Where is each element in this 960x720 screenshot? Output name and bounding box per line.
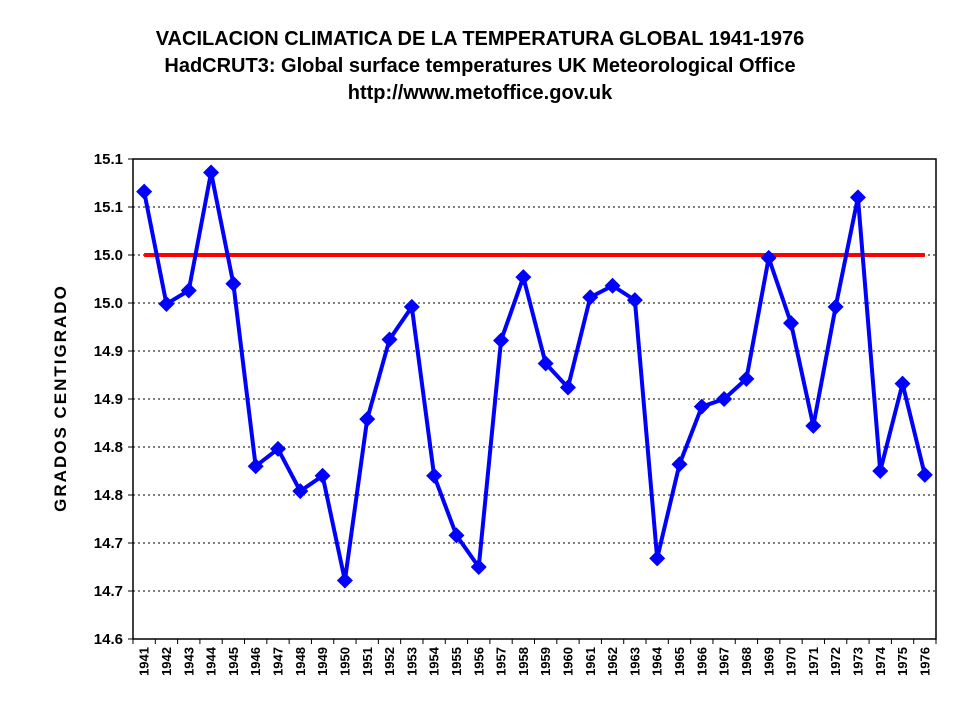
series-group bbox=[136, 164, 933, 589]
y-tick-label: 14.6 bbox=[94, 631, 123, 648]
x-tick-label: 1961 bbox=[583, 647, 598, 676]
x-tick-label: 1972 bbox=[828, 647, 843, 676]
x-tick-label: 1944 bbox=[204, 646, 219, 676]
x-tick-label: 1964 bbox=[650, 646, 665, 676]
x-tick-label: 1941 bbox=[137, 647, 152, 676]
data-point bbox=[336, 572, 353, 589]
y-tick-label: 14.9 bbox=[94, 391, 123, 408]
x-tick-label: 1963 bbox=[627, 647, 642, 676]
data-point bbox=[381, 331, 398, 348]
data-point bbox=[158, 295, 175, 312]
data-point bbox=[403, 298, 420, 315]
x-tick-label: 1974 bbox=[873, 646, 888, 676]
data-point bbox=[894, 375, 911, 392]
source-url: http://www.metoffice.gov.uk bbox=[347, 82, 613, 104]
data-point bbox=[314, 467, 331, 484]
data-point bbox=[872, 463, 889, 479]
data-point bbox=[559, 379, 576, 396]
x-tick-label: 1976 bbox=[917, 647, 932, 676]
data-point bbox=[136, 183, 153, 200]
data-point bbox=[671, 456, 688, 473]
data-point bbox=[203, 164, 220, 181]
x-tick-label: 1952 bbox=[382, 647, 397, 676]
x-tick-label: 1951 bbox=[360, 647, 375, 676]
data-point bbox=[849, 189, 866, 206]
x-tick-label: 1955 bbox=[449, 647, 464, 676]
data-point bbox=[783, 315, 800, 332]
data-point bbox=[269, 440, 286, 457]
y-tick-label: 14.7 bbox=[94, 583, 123, 600]
x-tick-label: 1960 bbox=[561, 647, 576, 676]
x-tick-label: 1942 bbox=[159, 647, 174, 676]
x-axis: 1941 1942 1943 1944 1945 1946 1947 1948 1949 1950… bbox=[132, 639, 937, 676]
y-tick-label: 14.7 bbox=[94, 535, 123, 552]
x-tick-label: 1975 bbox=[895, 647, 910, 676]
data-point bbox=[716, 391, 733, 407]
y-tick-label: 14.8 bbox=[94, 487, 123, 504]
y-tick-label: 15.0 bbox=[94, 247, 123, 264]
data-point bbox=[426, 467, 443, 484]
y-tick-label: 14.8 bbox=[94, 439, 123, 456]
x-tick-label: 1970 bbox=[784, 647, 799, 676]
data-point bbox=[693, 398, 710, 415]
x-tick-label: 1959 bbox=[538, 647, 553, 676]
data-point bbox=[738, 370, 755, 387]
data-point bbox=[537, 355, 554, 372]
data-point bbox=[225, 275, 242, 292]
data-point bbox=[359, 411, 376, 428]
x-tick-label: 1945 bbox=[226, 647, 241, 676]
x-tick-label: 1973 bbox=[850, 647, 865, 676]
data-point bbox=[470, 559, 487, 575]
x-tick-label: 1953 bbox=[404, 647, 419, 676]
chart-titles: VACILACION CLIMATICA DE LA TEMPERATURA G… bbox=[0, 26, 960, 107]
data-point bbox=[180, 282, 197, 299]
x-tick-label: 1949 bbox=[315, 647, 330, 676]
y-tick-label: 15.0 bbox=[94, 295, 123, 312]
data-point bbox=[247, 458, 264, 475]
data-point bbox=[649, 550, 666, 567]
data-point bbox=[515, 269, 532, 286]
y-tick-label: 15.1 bbox=[94, 199, 123, 216]
x-tick-label: 1954 bbox=[427, 646, 442, 676]
y-tick-label: 15.1 bbox=[94, 151, 123, 168]
x-tick-label: 1965 bbox=[672, 647, 687, 676]
x-tick-label: 1968 bbox=[739, 647, 754, 676]
x-tick-label: 1947 bbox=[271, 647, 286, 676]
x-tick-label: 1950 bbox=[337, 647, 352, 676]
x-tick-label: 1956 bbox=[471, 647, 486, 676]
data-point bbox=[292, 483, 309, 500]
x-tick-label: 1971 bbox=[806, 647, 821, 676]
y-axis: 14.6 14.7 14.7 14.8 14.8 14.9 14.9 15.0 15.0 15.1… bbox=[94, 151, 133, 648]
x-tick-label: 1969 bbox=[761, 647, 776, 676]
y-tick-label: 14.9 bbox=[94, 343, 123, 360]
x-tick-label: 1946 bbox=[248, 647, 263, 676]
data-point bbox=[626, 292, 643, 309]
y-axis-label: GRADOS CENTIGRADO bbox=[51, 284, 70, 512]
data-point bbox=[827, 298, 844, 315]
data-point bbox=[805, 417, 822, 434]
x-tick-label: 1967 bbox=[717, 647, 732, 676]
data-point bbox=[493, 332, 510, 349]
x-tick-label: 1948 bbox=[293, 647, 308, 676]
x-tick-label: 1943 bbox=[181, 647, 196, 676]
data-point bbox=[582, 289, 599, 306]
x-tick-label: 1958 bbox=[516, 647, 531, 676]
x-tick-label: 1957 bbox=[494, 647, 509, 676]
data-point bbox=[448, 527, 465, 544]
chart-subtitle: HadCRUT3: Global surface temperatures UK… bbox=[164, 55, 796, 77]
x-tick-label: 1962 bbox=[605, 647, 620, 676]
data-point bbox=[916, 466, 933, 483]
chart-title: VACILACION CLIMATICA DE LA TEMPERATURA G… bbox=[155, 28, 805, 50]
x-tick-label: 1966 bbox=[694, 647, 709, 676]
data-point bbox=[760, 249, 777, 266]
data-point bbox=[604, 277, 621, 294]
